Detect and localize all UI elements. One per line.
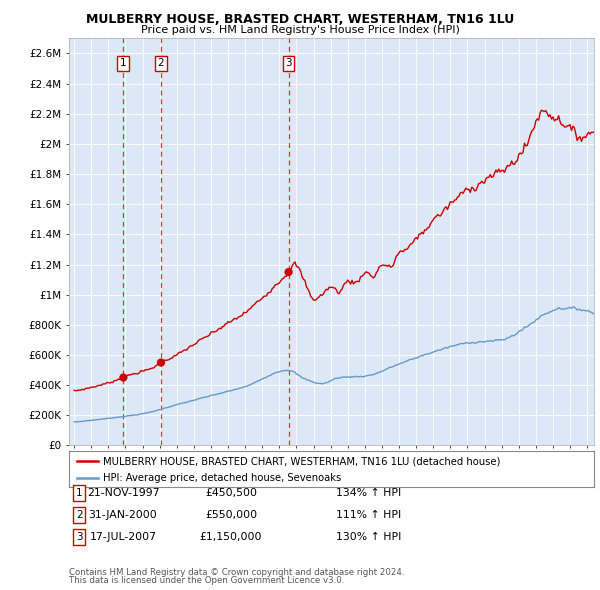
Text: MULBERRY HOUSE, BRASTED CHART, WESTERHAM, TN16 1LU (detached house): MULBERRY HOUSE, BRASTED CHART, WESTERHAM… [103,456,500,466]
Point [119,373,128,382]
Text: 111% ↑ HPI: 111% ↑ HPI [336,510,401,520]
Text: 1: 1 [120,58,127,68]
Text: 1: 1 [76,489,83,498]
Text: £550,000: £550,000 [205,510,257,520]
Point [156,358,166,367]
Text: 17-JUL-2007: 17-JUL-2007 [89,532,157,542]
Text: 31-JAN-2000: 31-JAN-2000 [89,510,157,520]
Text: 21-NOV-1997: 21-NOV-1997 [87,489,159,498]
Text: 3: 3 [76,532,83,542]
Text: 130% ↑ HPI: 130% ↑ HPI [336,532,401,542]
Text: HPI: Average price, detached house, Sevenoaks: HPI: Average price, detached house, Seve… [103,473,341,483]
Point [284,267,293,277]
Text: 134% ↑ HPI: 134% ↑ HPI [336,489,401,498]
Text: 2: 2 [158,58,164,68]
Text: Price paid vs. HM Land Registry's House Price Index (HPI): Price paid vs. HM Land Registry's House … [140,25,460,35]
Text: Contains HM Land Registry data © Crown copyright and database right 2024.: Contains HM Land Registry data © Crown c… [69,568,404,577]
Text: This data is licensed under the Open Government Licence v3.0.: This data is licensed under the Open Gov… [69,576,344,585]
Text: £450,500: £450,500 [205,489,257,498]
Text: MULBERRY HOUSE, BRASTED CHART, WESTERHAM, TN16 1LU: MULBERRY HOUSE, BRASTED CHART, WESTERHAM… [86,13,514,26]
Text: 3: 3 [285,58,292,68]
Text: £1,150,000: £1,150,000 [200,532,262,542]
Text: 2: 2 [76,510,83,520]
